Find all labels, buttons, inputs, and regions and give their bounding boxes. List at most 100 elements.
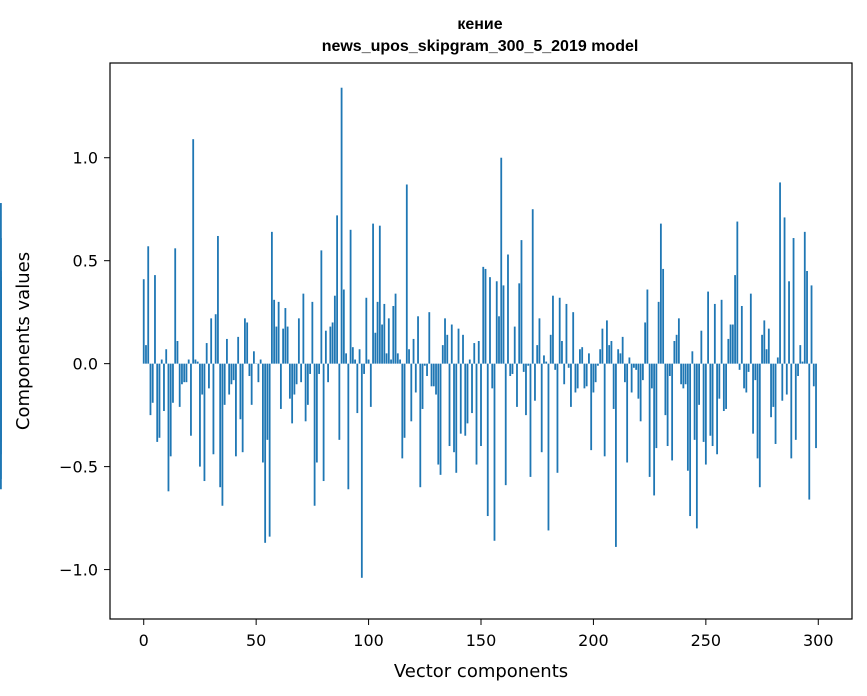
bar-289 [792, 238, 795, 364]
bar-60 [277, 301, 280, 364]
bar-290 [794, 363, 797, 440]
bar-230 [659, 223, 662, 364]
bar-261 [729, 324, 732, 364]
bar-74 [309, 363, 312, 374]
bar-19 [185, 363, 188, 383]
bar-264 [736, 221, 739, 364]
bar-207 [608, 345, 611, 364]
bar-undefined [0, 359, 2, 364]
bar-235 [671, 363, 674, 461]
bar-114 [399, 359, 401, 364]
bar-280 [772, 363, 775, 407]
y-axis-label: Components values [13, 252, 34, 430]
bar-110 [390, 359, 392, 364]
bar-233 [666, 363, 669, 447]
bar-299 [815, 363, 817, 449]
bar-71 [302, 293, 305, 364]
bar-129 [432, 363, 435, 387]
bar-8 [160, 359, 163, 364]
bar-187 [563, 363, 566, 385]
bar-164 [511, 363, 514, 374]
bar-229 [657, 301, 660, 364]
bar-166 [516, 363, 518, 407]
bar-208 [610, 341, 613, 364]
bar-27 [203, 363, 206, 482]
bar-282 [776, 357, 779, 364]
bar-135 [446, 334, 449, 364]
bar-248 [700, 330, 703, 364]
bar-179 [545, 361, 548, 364]
y-tick-label: 0.0 [73, 355, 98, 374]
bar-53 [262, 363, 264, 463]
plot-frame [109, 62, 853, 620]
bar-171 [527, 363, 530, 366]
bar-82 [327, 363, 329, 383]
bar-64 [286, 326, 289, 364]
bar-217 [630, 363, 633, 393]
bar-39 [230, 363, 233, 385]
bar-138 [453, 363, 455, 453]
bar-263 [734, 275, 736, 364]
bar-163 [509, 363, 512, 377]
bar-253 [711, 363, 714, 447]
bar-32 [214, 314, 217, 364]
bar-104 [376, 301, 379, 364]
bar-231 [662, 268, 665, 364]
bar-139 [455, 363, 458, 473]
bar-123 [419, 363, 422, 488]
bar-18 [183, 363, 186, 383]
bar-97 [360, 363, 363, 578]
bar-284 [781, 363, 784, 401]
bar-201 [594, 363, 597, 383]
y-tick-label: −0.5 [59, 458, 98, 477]
bar-185 [558, 297, 561, 364]
bar-124 [421, 363, 424, 409]
bar-49 [253, 351, 255, 364]
bar-119 [410, 363, 413, 422]
bar-33 [217, 235, 219, 364]
bar-174 [534, 363, 536, 401]
bar-98 [363, 363, 365, 374]
bar-128 [430, 363, 433, 387]
bar-79 [320, 250, 323, 364]
bar-92 [349, 229, 352, 364]
bar-61 [279, 363, 282, 409]
bar-1 [145, 345, 147, 364]
bar-120 [412, 338, 415, 364]
bar-117 [405, 184, 408, 364]
bar-31 [212, 363, 215, 455]
bar-9 [163, 363, 165, 412]
bar-154 [489, 277, 491, 364]
bar-59 [275, 326, 278, 364]
bar-86 [336, 215, 338, 364]
bar-103 [374, 332, 377, 364]
bar-68 [295, 363, 298, 385]
bar-149 [477, 341, 480, 364]
bar-15 [176, 341, 179, 364]
bar-95 [356, 363, 359, 414]
bar-232 [664, 363, 667, 416]
bar-111 [392, 305, 395, 364]
bar-108 [385, 353, 388, 364]
bar-89 [342, 289, 345, 364]
bar-258 [722, 363, 725, 412]
bar-57 [270, 231, 273, 364]
x-tick-label: 100 [353, 631, 384, 650]
bar-37 [226, 338, 228, 364]
bar-25 [199, 363, 201, 467]
bar-43 [239, 363, 242, 420]
bar-226 [650, 363, 653, 389]
bar-155 [491, 363, 494, 389]
bar-16 [178, 363, 181, 407]
bar-184 [556, 363, 559, 473]
bar-268 [745, 363, 748, 393]
bar-228 [655, 363, 658, 449]
bar-41 [235, 363, 237, 457]
bar-237 [675, 334, 678, 364]
bar-225 [648, 363, 651, 477]
bar-17 [181, 363, 183, 385]
bar-251 [707, 291, 709, 364]
bar-256 [718, 363, 721, 399]
bar-270 [749, 293, 752, 364]
bar-67 [293, 363, 296, 395]
